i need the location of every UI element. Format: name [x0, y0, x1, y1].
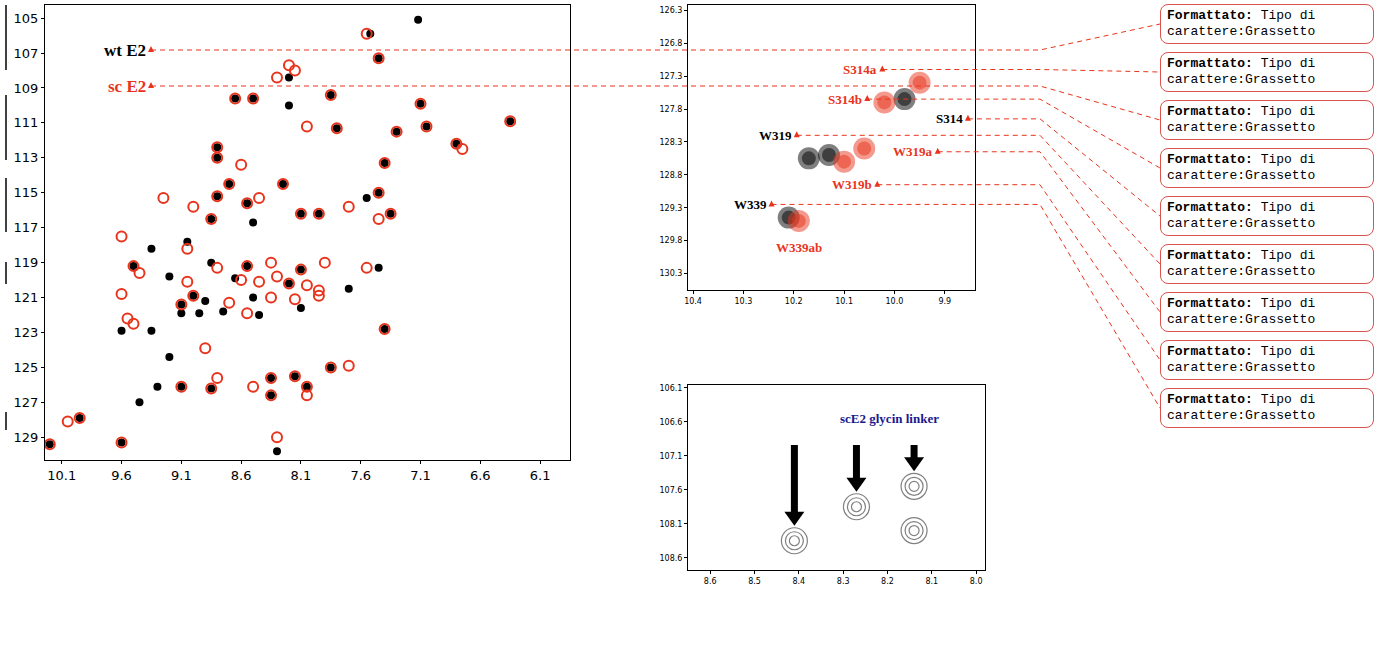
svg-text:108.6: 108.6 — [659, 554, 682, 563]
svg-text:129.8: 129.8 — [659, 236, 682, 245]
html-text:Formattato: Tipo di carattere:: Formattato: Tipo di carattere:Grassetto — [1167, 392, 1316, 423]
svg-text:106.1: 106.1 — [659, 384, 682, 393]
svg-text:S314a: S314a — [843, 62, 877, 77]
svg-text:127.8: 127.8 — [659, 105, 682, 114]
svg-text:129: 129 — [14, 430, 39, 445]
svg-text:7.1: 7.1 — [410, 468, 431, 483]
html-text:Formattato: Tipo di carattere:: Formattato: Tipo di carattere:Grassetto — [1167, 200, 1316, 231]
svg-text:8.0: 8.0 — [970, 577, 983, 586]
svg-text:8.3: 8.3 — [837, 577, 850, 586]
svg-text:127: 127 — [14, 395, 39, 410]
html-text:Formattato: Tipo di carattere:: Formattato: Tipo di carattere:Grassetto — [1167, 152, 1316, 183]
svg-text:W339ab: W339ab — [776, 240, 822, 255]
svg-text:130.3: 130.3 — [659, 269, 682, 278]
svg-text:115: 115 — [14, 185, 39, 200]
svg-text:128.8: 128.8 — [659, 171, 682, 180]
svg-text:117: 117 — [14, 220, 39, 235]
svg-text:8.1: 8.1 — [925, 577, 938, 586]
html-text:Formattato: Tipo di carattere:: Formattato: Tipo di carattere:Grassetto — [1167, 8, 1316, 39]
svg-text:111: 111 — [14, 115, 39, 130]
svg-text:107: 107 — [14, 46, 39, 61]
svg-text:128.3: 128.3 — [659, 138, 682, 147]
svg-text:9.1: 9.1 — [171, 468, 192, 483]
svg-text:W319a: W319a — [893, 144, 933, 159]
svg-text:121: 121 — [14, 290, 39, 305]
svg-text:106.6: 106.6 — [659, 418, 682, 427]
svg-text:107.1: 107.1 — [659, 452, 682, 461]
svg-text:10.4: 10.4 — [684, 297, 702, 306]
svg-text:119: 119 — [14, 255, 39, 270]
svg-text:10.1: 10.1 — [47, 468, 76, 483]
svg-text:W339: W339 — [734, 197, 767, 212]
svg-text:126.8: 126.8 — [659, 39, 682, 48]
svg-text:108.1: 108.1 — [659, 520, 682, 529]
svg-text:7.6: 7.6 — [350, 468, 371, 483]
html-text:Formattato: Tipo di carattere:: Formattato: Tipo di carattere:Grassetto — [1167, 104, 1316, 135]
svg-text:wt E2: wt E2 — [104, 41, 146, 60]
svg-text:8.6: 8.6 — [704, 577, 717, 586]
svg-text:6.6: 6.6 — [470, 468, 491, 483]
svg-text:10.2: 10.2 — [785, 297, 803, 306]
svg-text:10.3: 10.3 — [734, 297, 752, 306]
svg-text:8.4: 8.4 — [792, 577, 805, 586]
html-text:Formattato: Tipo di carattere:: Formattato: Tipo di carattere:Grassetto — [1167, 56, 1316, 87]
svg-text:10.0: 10.0 — [886, 297, 904, 306]
svg-text:113: 113 — [14, 150, 39, 165]
svg-text:sc E2: sc E2 — [108, 77, 146, 96]
svg-text:125: 125 — [14, 360, 39, 375]
html-text:Formattato: Tipo di carattere:: Formattato: Tipo di carattere:Grassetto — [1167, 344, 1316, 375]
svg-text:129.3: 129.3 — [659, 204, 682, 213]
svg-text:8.6: 8.6 — [231, 468, 252, 483]
svg-text:8.5: 8.5 — [748, 577, 761, 586]
svg-text:10.1: 10.1 — [835, 297, 853, 306]
svg-text:105: 105 — [14, 11, 39, 26]
svg-text:123: 123 — [14, 325, 39, 340]
svg-text:S314b: S314b — [828, 92, 862, 107]
svg-text:9.9: 9.9 — [938, 297, 951, 306]
svg-text:126.3: 126.3 — [659, 6, 682, 15]
svg-text:109: 109 — [14, 81, 39, 96]
svg-text:W319: W319 — [759, 128, 792, 143]
svg-text:8.2: 8.2 — [881, 577, 894, 586]
svg-text:S314: S314 — [936, 111, 963, 126]
html-text:Formattato: Tipo di carattere:: Formattato: Tipo di carattere:Grassetto — [1167, 296, 1316, 327]
svg-text:scE2 glycin linker: scE2 glycin linker — [840, 411, 939, 426]
svg-text:107.6: 107.6 — [659, 486, 682, 495]
html-text:Formattato: Tipo di carattere:: Formattato: Tipo di carattere:Grassetto — [1167, 248, 1316, 279]
svg-text:W319b: W319b — [832, 177, 872, 192]
svg-text:6.1: 6.1 — [530, 468, 551, 483]
svg-text:9.6: 9.6 — [111, 468, 132, 483]
svg-text:127.3: 127.3 — [659, 72, 682, 81]
svg-text:8.1: 8.1 — [291, 468, 312, 483]
